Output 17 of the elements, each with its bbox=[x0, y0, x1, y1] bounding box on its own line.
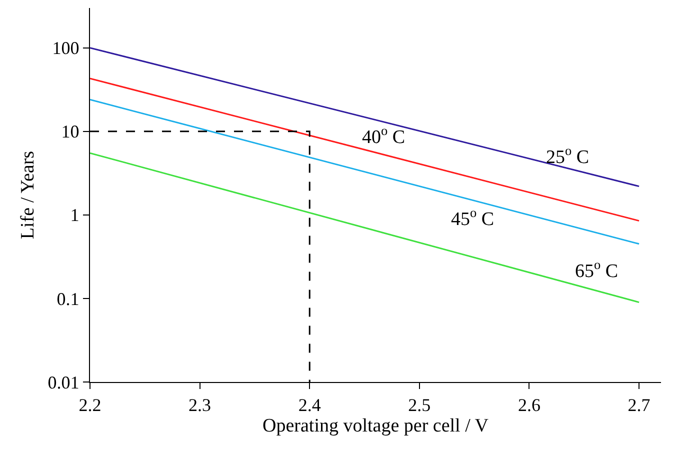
series-label: 40$^{o}$ C bbox=[362, 123, 406, 148]
y-tick-label: 0.1 bbox=[56, 288, 80, 309]
x-tick-label: 2.7 bbox=[628, 394, 650, 415]
x-tick-label: 2.4 bbox=[298, 394, 321, 415]
y-axis-title: Life / Years bbox=[18, 150, 39, 240]
y-tick-label: 10 bbox=[61, 122, 80, 142]
y-tick-label: 0.01 bbox=[48, 372, 80, 392]
x-tick-label: 2.6 bbox=[518, 394, 540, 415]
series-label: 45$^{o}$ C bbox=[451, 205, 494, 230]
y-tick-label: 1 bbox=[70, 205, 80, 226]
x-tick-label: 2.2 bbox=[78, 394, 102, 415]
y-tick-label: 100 bbox=[52, 38, 80, 58]
series-label: 25$^{o}$ C bbox=[546, 143, 590, 168]
x-tick-label: 2.3 bbox=[188, 394, 212, 415]
x-tick-label: 2.5 bbox=[408, 394, 431, 415]
series-label: 65$^{o}$ C bbox=[575, 257, 618, 282]
x-axis-title: Operating voltage per cell / V bbox=[262, 416, 489, 437]
